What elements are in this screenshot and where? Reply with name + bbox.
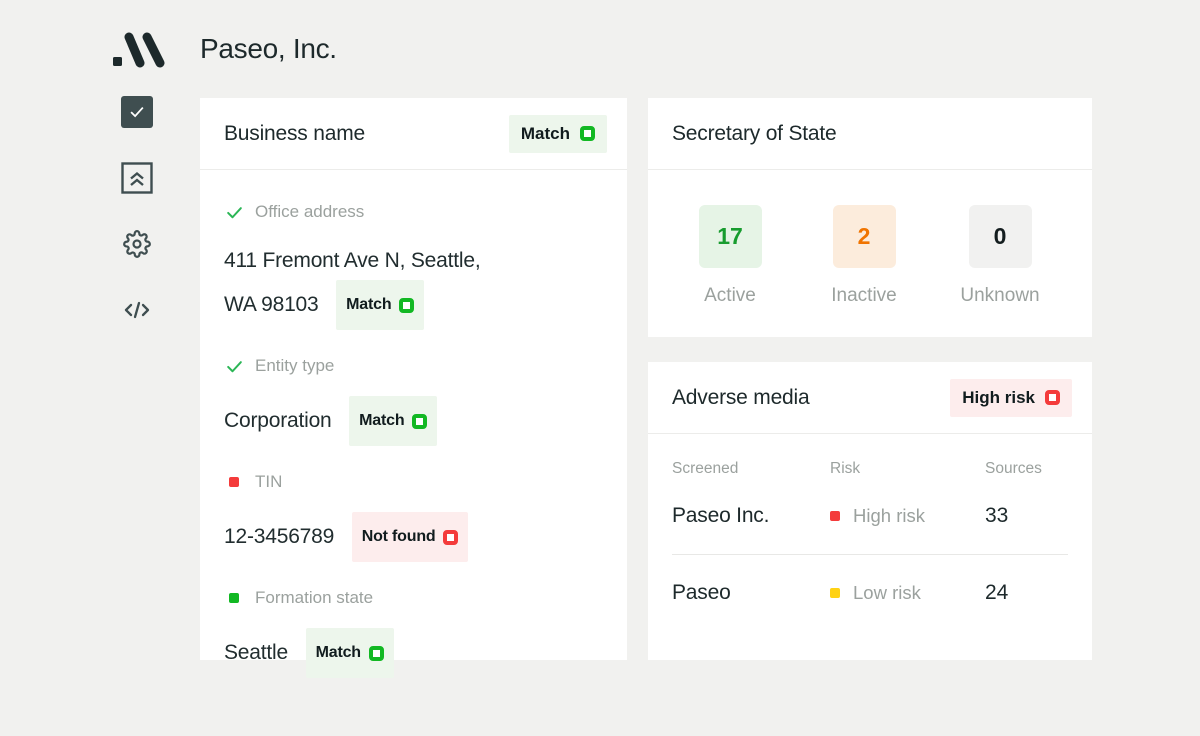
adverse-media-table: Screened Risk Sources Paseo Inc. High ri… — [648, 460, 1092, 630]
sidebar-item-api[interactable] — [121, 294, 153, 326]
status-square-icon — [443, 529, 459, 545]
red-square-icon — [229, 477, 239, 487]
match-badge: Match — [305, 628, 394, 678]
sos-stats: 17 Active 2 Inactive 0 Unknown — [648, 170, 1092, 336]
status-square-icon — [368, 645, 384, 661]
app-logo — [110, 30, 168, 68]
high-risk-square-icon — [830, 511, 840, 521]
adverse-card-header: Adverse media High risk — [648, 362, 1092, 434]
secretary-of-state-card: Secretary of State 17 Active 2 Inactive … — [648, 98, 1092, 337]
table-row[interactable]: Paseo Inc. High risk 33 — [672, 478, 1068, 554]
check-icon — [226, 360, 242, 372]
low-risk-square-icon — [830, 587, 840, 598]
match-badge: Match — [336, 280, 425, 330]
page-title: Paseo, Inc. — [200, 33, 337, 64]
field-formation-state: Formation state Seattle Match — [224, 588, 603, 678]
business-name-card: Business name Match Office address 411 F… — [200, 98, 627, 678]
sources-count: 24 — [985, 580, 1009, 604]
badge-label: Match — [346, 296, 392, 313]
logo-icon — [113, 32, 165, 68]
business-match-badge: Match — [508, 114, 607, 153]
badge-label: High risk — [962, 387, 1035, 407]
field-value: Corporation Match — [224, 396, 603, 446]
stat-active-value: 17 — [698, 205, 762, 268]
match-badge: Match — [349, 396, 438, 446]
stat-unknown-value: 0 — [968, 205, 1032, 268]
green-square-icon — [229, 593, 239, 603]
sos-card-header: Secretary of State — [648, 98, 1092, 170]
adverse-media-card: Adverse media High risk Screened Risk So… — [648, 362, 1092, 660]
field-tin: TIN 12-3456789 Not found — [224, 472, 603, 562]
check-icon — [226, 206, 242, 218]
col-screened: Screened — [672, 460, 739, 477]
risk-label: High risk — [853, 505, 925, 526]
field-value: 411 Fremont Ave N, Seattle, WA 98103 Mat… — [224, 242, 603, 330]
adverse-card-title: Adverse media — [672, 385, 810, 409]
field-value: Seattle Match — [224, 628, 603, 678]
stat-active: 17 Active — [665, 205, 795, 307]
code-icon — [124, 301, 150, 319]
stat-unknown-label: Unknown — [960, 285, 1040, 306]
collapse-square-icon — [121, 162, 153, 194]
business-card-body: Office address 411 Fremont Ave N, Seattl… — [200, 170, 627, 736]
field-office-address: Office address 411 Fremont Ave N, Seattl… — [224, 202, 603, 330]
screened-name: Paseo Inc. — [672, 504, 770, 527]
badge-label: Match — [315, 644, 361, 661]
risk-label: Low risk — [853, 581, 921, 603]
business-card-header: Business name Match — [200, 98, 627, 170]
field-label: Entity type — [255, 356, 335, 375]
status-square-icon — [412, 413, 428, 429]
stat-inactive-value: 2 — [832, 205, 896, 268]
sidebar-item-settings[interactable] — [121, 228, 153, 260]
status-square-icon — [1045, 390, 1060, 405]
field-label: Office address — [255, 202, 365, 221]
badge-label: Match — [359, 412, 405, 429]
field-label: TIN — [255, 472, 283, 491]
sources-count: 33 — [985, 504, 1009, 527]
stat-unknown: 0 Unknown — [935, 205, 1065, 307]
business-card-title: Business name — [224, 121, 365, 145]
stat-inactive: 2 Inactive — [799, 205, 929, 307]
table-header-row: Screened Risk Sources — [672, 460, 1068, 478]
sidebar-item-collapse[interactable] — [121, 162, 153, 194]
gear-icon — [123, 230, 151, 258]
field-label: Formation state — [255, 588, 374, 607]
sos-card-title: Secretary of State — [672, 121, 837, 145]
screened-name: Paseo — [672, 580, 731, 604]
badge-label: Not found — [361, 528, 436, 545]
sidebar — [121, 96, 153, 326]
table-row[interactable]: Paseo Low risk 24 — [672, 554, 1068, 630]
status-square-icon — [580, 126, 595, 141]
col-risk: Risk — [830, 460, 861, 477]
check-square-icon — [130, 106, 144, 118]
col-sources: Sources — [985, 460, 1042, 477]
high-risk-badge: High risk — [950, 378, 1072, 417]
badge-label: Match — [520, 123, 570, 143]
status-square-icon — [399, 297, 415, 313]
field-value: 12-3456789 Not found — [224, 512, 603, 562]
not-found-badge: Not found — [351, 512, 469, 562]
stat-active-label: Active — [704, 285, 756, 306]
sidebar-item-verification[interactable] — [121, 96, 153, 128]
field-entity-type: Entity type Corporation Match — [224, 356, 603, 446]
stat-inactive-label: Inactive — [831, 285, 897, 306]
